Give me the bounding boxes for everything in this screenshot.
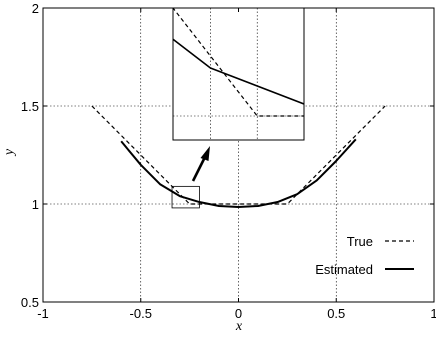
x-tick-label: 0.5 xyxy=(327,306,345,321)
zoom-source-box xyxy=(171,185,200,209)
x-tick-label: 0 xyxy=(235,306,242,321)
series-line-estimated xyxy=(120,138,357,208)
x-axis-label: x xyxy=(235,319,243,334)
legend: True Estimated xyxy=(315,234,414,277)
inset-plot xyxy=(173,8,304,140)
y-tick-label: 1.5 xyxy=(21,99,39,114)
x-tick-label: -0.5 xyxy=(130,306,152,321)
zoom-arrow-head xyxy=(200,146,210,161)
inset-panel xyxy=(172,7,305,141)
legend-label-true: True xyxy=(347,234,373,249)
plot-frame xyxy=(42,7,435,303)
x-tick-label: -1 xyxy=(37,306,49,321)
y-tick-label: 2 xyxy=(32,1,39,16)
zoom-indicator xyxy=(171,146,210,209)
y-tick-label: 0.5 xyxy=(21,295,39,310)
legend-label-estimated: Estimated xyxy=(315,262,373,277)
y-tick-label: 1 xyxy=(32,197,39,212)
tick-labels: -1 -0.5 0 0.5 1 0.5 1 1.5 2 xyxy=(21,1,436,321)
x-tick-label: 1 xyxy=(430,306,436,321)
series-lines xyxy=(91,105,386,208)
inset-background xyxy=(173,8,304,140)
zoom-arrow-shaft xyxy=(191,156,207,182)
y-axis-label: y xyxy=(2,148,17,157)
